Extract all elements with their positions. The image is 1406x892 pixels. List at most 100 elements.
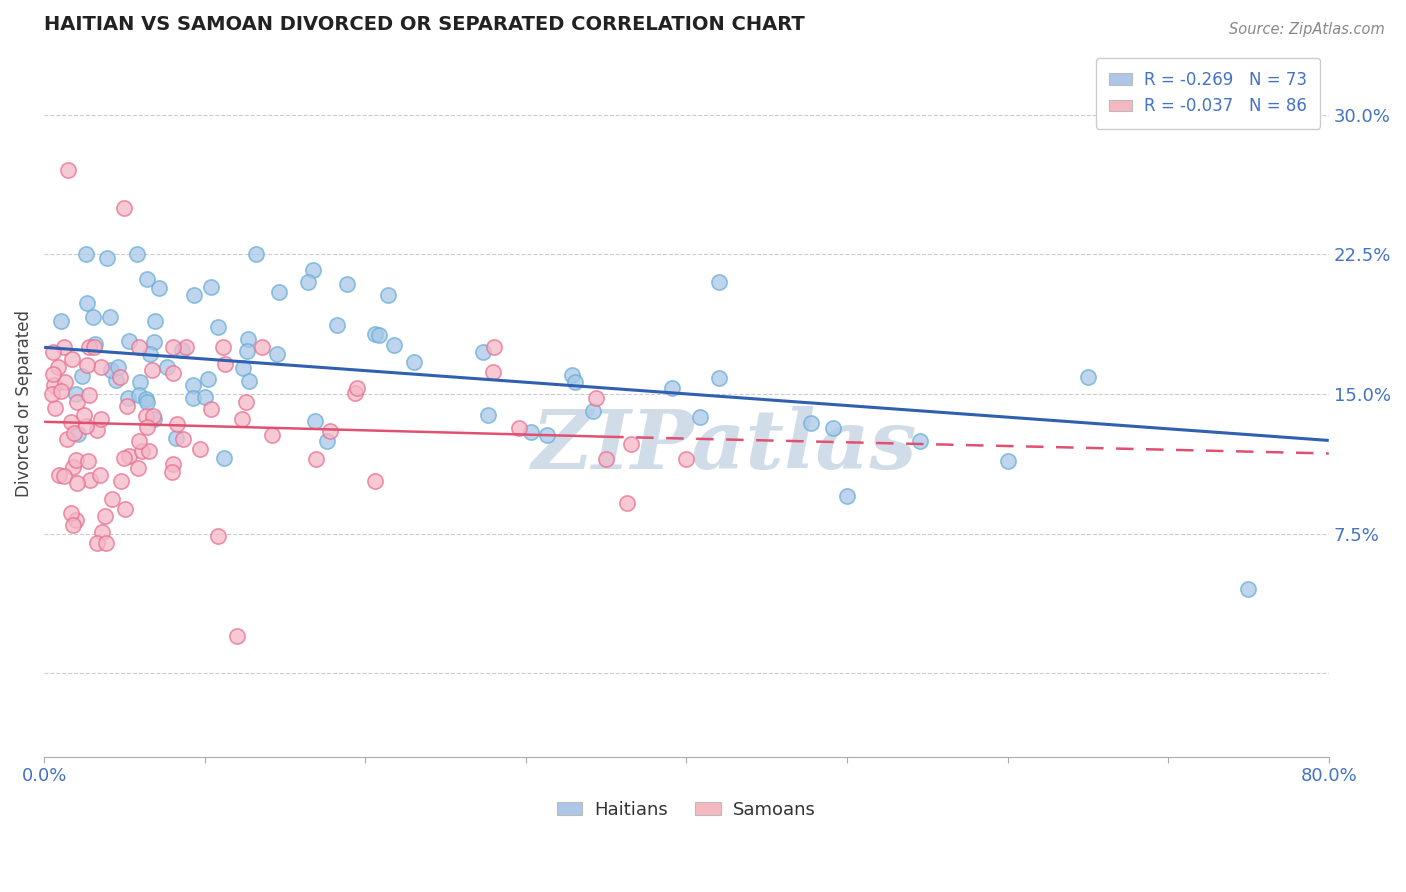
Legend: Haitians, Samoans: Haitians, Samoans <box>550 793 824 826</box>
Point <box>800 416 823 430</box>
Point <box>108 369 131 384</box>
Point <box>835 489 858 503</box>
Point <box>112 450 135 465</box>
Point <box>75 247 97 261</box>
Point <box>77 340 100 354</box>
Point <box>90 359 112 374</box>
Point <box>402 355 425 369</box>
Point <box>367 328 389 343</box>
Point <box>382 338 405 352</box>
Point <box>595 452 617 467</box>
Point <box>821 421 844 435</box>
Point <box>997 453 1019 467</box>
Point <box>245 247 267 261</box>
Point <box>117 391 139 405</box>
Point <box>707 371 730 385</box>
Point <box>707 275 730 289</box>
Point <box>44 378 66 392</box>
Point <box>482 365 505 379</box>
Point <box>561 368 583 382</box>
Point <box>172 432 194 446</box>
Point <box>319 424 342 438</box>
Point <box>127 461 149 475</box>
Point <box>212 451 235 466</box>
Point <box>162 340 184 354</box>
Point <box>100 363 122 377</box>
Point <box>77 388 100 402</box>
Point <box>136 419 159 434</box>
Point <box>207 529 229 543</box>
Point <box>536 427 558 442</box>
Y-axis label: Divorced or Separated: Divorced or Separated <box>15 310 32 497</box>
Point <box>908 434 931 449</box>
Point <box>143 313 166 327</box>
Point <box>297 275 319 289</box>
Point <box>166 417 188 431</box>
Point <box>118 334 141 348</box>
Point <box>135 409 157 424</box>
Point <box>42 367 65 381</box>
Point <box>183 287 205 301</box>
Point <box>125 247 148 261</box>
Point <box>115 399 138 413</box>
Point <box>82 310 104 324</box>
Point <box>364 474 387 488</box>
Point <box>302 263 325 277</box>
Point <box>582 404 605 418</box>
Point <box>236 343 259 358</box>
Point <box>46 359 69 374</box>
Point <box>128 340 150 354</box>
Point <box>53 469 76 483</box>
Point <box>79 474 101 488</box>
Point <box>160 466 183 480</box>
Point <box>48 467 70 482</box>
Point <box>141 363 163 377</box>
Point <box>142 409 165 423</box>
Point <box>156 359 179 374</box>
Point <box>62 425 84 440</box>
Point <box>128 387 150 401</box>
Point <box>65 453 87 467</box>
Point <box>56 432 79 446</box>
Point <box>225 629 247 643</box>
Point <box>118 449 141 463</box>
Point <box>564 375 586 389</box>
Point <box>101 492 124 507</box>
Point <box>336 277 359 291</box>
Point <box>343 385 366 400</box>
Point <box>49 384 72 399</box>
Point <box>110 474 132 488</box>
Point <box>96 251 118 265</box>
Point <box>346 382 368 396</box>
Point <box>62 517 84 532</box>
Point <box>67 427 90 442</box>
Point <box>70 368 93 383</box>
Point <box>235 395 257 409</box>
Point <box>44 401 66 415</box>
Point <box>89 468 111 483</box>
Point <box>65 513 87 527</box>
Point <box>482 340 505 354</box>
Point <box>1237 582 1260 597</box>
Point <box>162 367 184 381</box>
Point <box>62 459 84 474</box>
Point <box>59 506 82 520</box>
Point <box>620 437 643 451</box>
Point <box>112 201 135 215</box>
Point <box>304 451 326 466</box>
Point <box>128 434 150 449</box>
Point <box>238 375 260 389</box>
Text: ZIPatlas: ZIPatlas <box>533 406 918 485</box>
Point <box>207 319 229 334</box>
Point <box>42 344 65 359</box>
Point <box>60 351 83 366</box>
Point <box>143 411 166 425</box>
Text: HAITIAN VS SAMOAN DIVORCED OR SEPARATED CORRELATION CHART: HAITIAN VS SAMOAN DIVORCED OR SEPARATED … <box>44 15 804 34</box>
Point <box>231 412 253 426</box>
Point <box>86 423 108 437</box>
Point <box>90 411 112 425</box>
Point <box>266 347 288 361</box>
Point <box>260 428 283 442</box>
Point <box>364 327 387 342</box>
Point <box>232 360 254 375</box>
